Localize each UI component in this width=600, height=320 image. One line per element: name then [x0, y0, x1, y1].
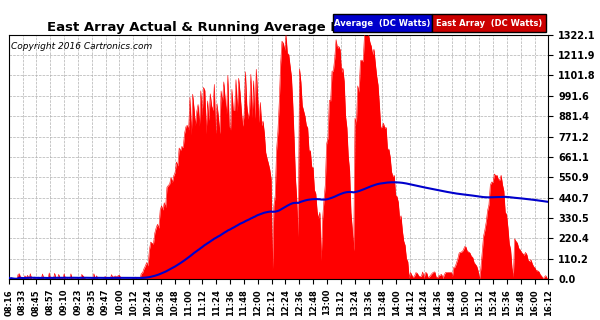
Title: East Array Actual & Running Average Power Tue Dec 20 16:16: East Array Actual & Running Average Powe… — [47, 20, 510, 34]
FancyBboxPatch shape — [433, 14, 546, 32]
Text: Copyright 2016 Cartronics.com: Copyright 2016 Cartronics.com — [11, 42, 152, 51]
Text: East Array  (DC Watts): East Array (DC Watts) — [436, 19, 542, 28]
FancyBboxPatch shape — [332, 14, 433, 32]
Text: Average  (DC Watts): Average (DC Watts) — [334, 19, 431, 28]
